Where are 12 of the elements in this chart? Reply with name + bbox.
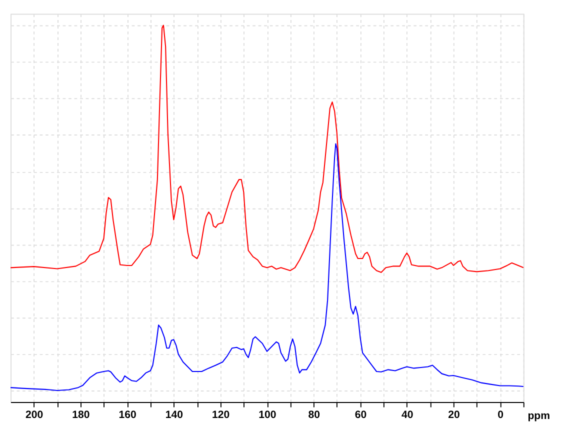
x-tick-label: 20 xyxy=(448,408,460,421)
x-tick-label: 120 xyxy=(212,408,230,421)
x-tick-label: 180 xyxy=(72,408,90,421)
x-axis-title: ppm xyxy=(528,410,550,422)
x-tick-label: 40 xyxy=(401,408,414,421)
x-tick-label: 200 xyxy=(26,408,44,421)
x-tick-label: 100 xyxy=(258,408,276,421)
x-tick-label: 0 xyxy=(498,408,504,421)
x-tick-label: 160 xyxy=(118,408,137,421)
x-tick-label: 60 xyxy=(354,408,367,421)
x-tick-label: 80 xyxy=(308,408,320,421)
x-tick-label: 140 xyxy=(165,408,184,421)
